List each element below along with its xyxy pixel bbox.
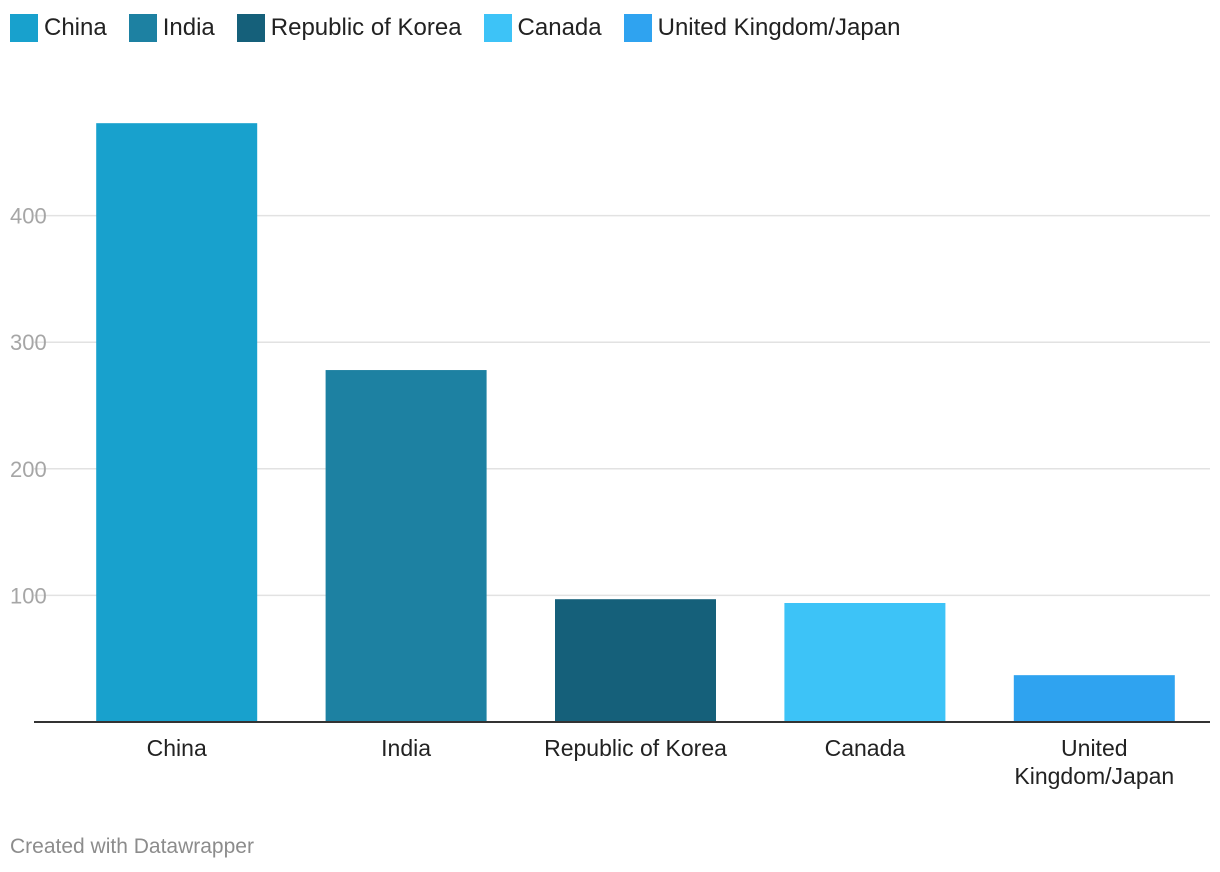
x-tick-label-india: India xyxy=(381,735,431,761)
y-tick-label-300: 300 xyxy=(10,330,47,355)
legend-label-china: China xyxy=(44,14,107,41)
x-tick-label-united-kingdom-japan: United Kingdom/Japan xyxy=(1014,735,1174,789)
legend-swatch-united-kingdom-japan xyxy=(623,14,652,42)
bars xyxy=(96,123,1175,722)
legend-item-china: China xyxy=(10,14,107,42)
legend-swatch-china xyxy=(10,14,38,42)
legend-item-india: India xyxy=(128,14,215,42)
y-tick-label-200: 200 xyxy=(10,457,47,482)
footer-credit: Created with Datawrapper xyxy=(10,835,254,858)
chart-legend: China India Republic of Korea Canada Uni… xyxy=(10,12,922,44)
bar-republic-of-korea xyxy=(555,599,716,722)
axes: 100 200 300 400 xyxy=(10,204,1210,723)
bar-china xyxy=(96,123,258,722)
bar-canada xyxy=(784,602,946,722)
x-tick-label-china: China xyxy=(147,735,207,761)
legend-item-united-kingdom-japan: United Kingdom/Japan xyxy=(623,14,901,42)
legend-swatch-canada xyxy=(483,14,512,42)
legend-label-republic-of-korea: Republic of Korea xyxy=(270,14,462,41)
x-tick-label-canada: Canada xyxy=(825,735,906,761)
y-tick-label-400: 400 xyxy=(10,204,47,229)
legend-swatch-republic-of-korea xyxy=(236,14,265,42)
bar-chart: 100 200 300 400 China India Republic of Korea… xyxy=(10,123,1210,789)
legend-label-india: India xyxy=(162,14,215,41)
legend-item-republic-of-korea: Republic of Korea xyxy=(236,14,462,42)
legend-label-canada: Canada xyxy=(517,14,602,41)
bar-india xyxy=(325,370,487,722)
category-labels: China India Republic of Korea Canada United K… xyxy=(147,735,1175,789)
bar-united-kingdom-japan xyxy=(1013,675,1175,722)
legend-item-canada: Canada xyxy=(483,14,602,42)
legend-swatch-india xyxy=(128,14,157,42)
x-tick-label-republic-of-korea: Republic of Korea xyxy=(544,735,727,761)
y-tick-label-100: 100 xyxy=(10,583,47,608)
legend-label-united-kingdom-japan: United Kingdom/Japan xyxy=(657,14,901,41)
